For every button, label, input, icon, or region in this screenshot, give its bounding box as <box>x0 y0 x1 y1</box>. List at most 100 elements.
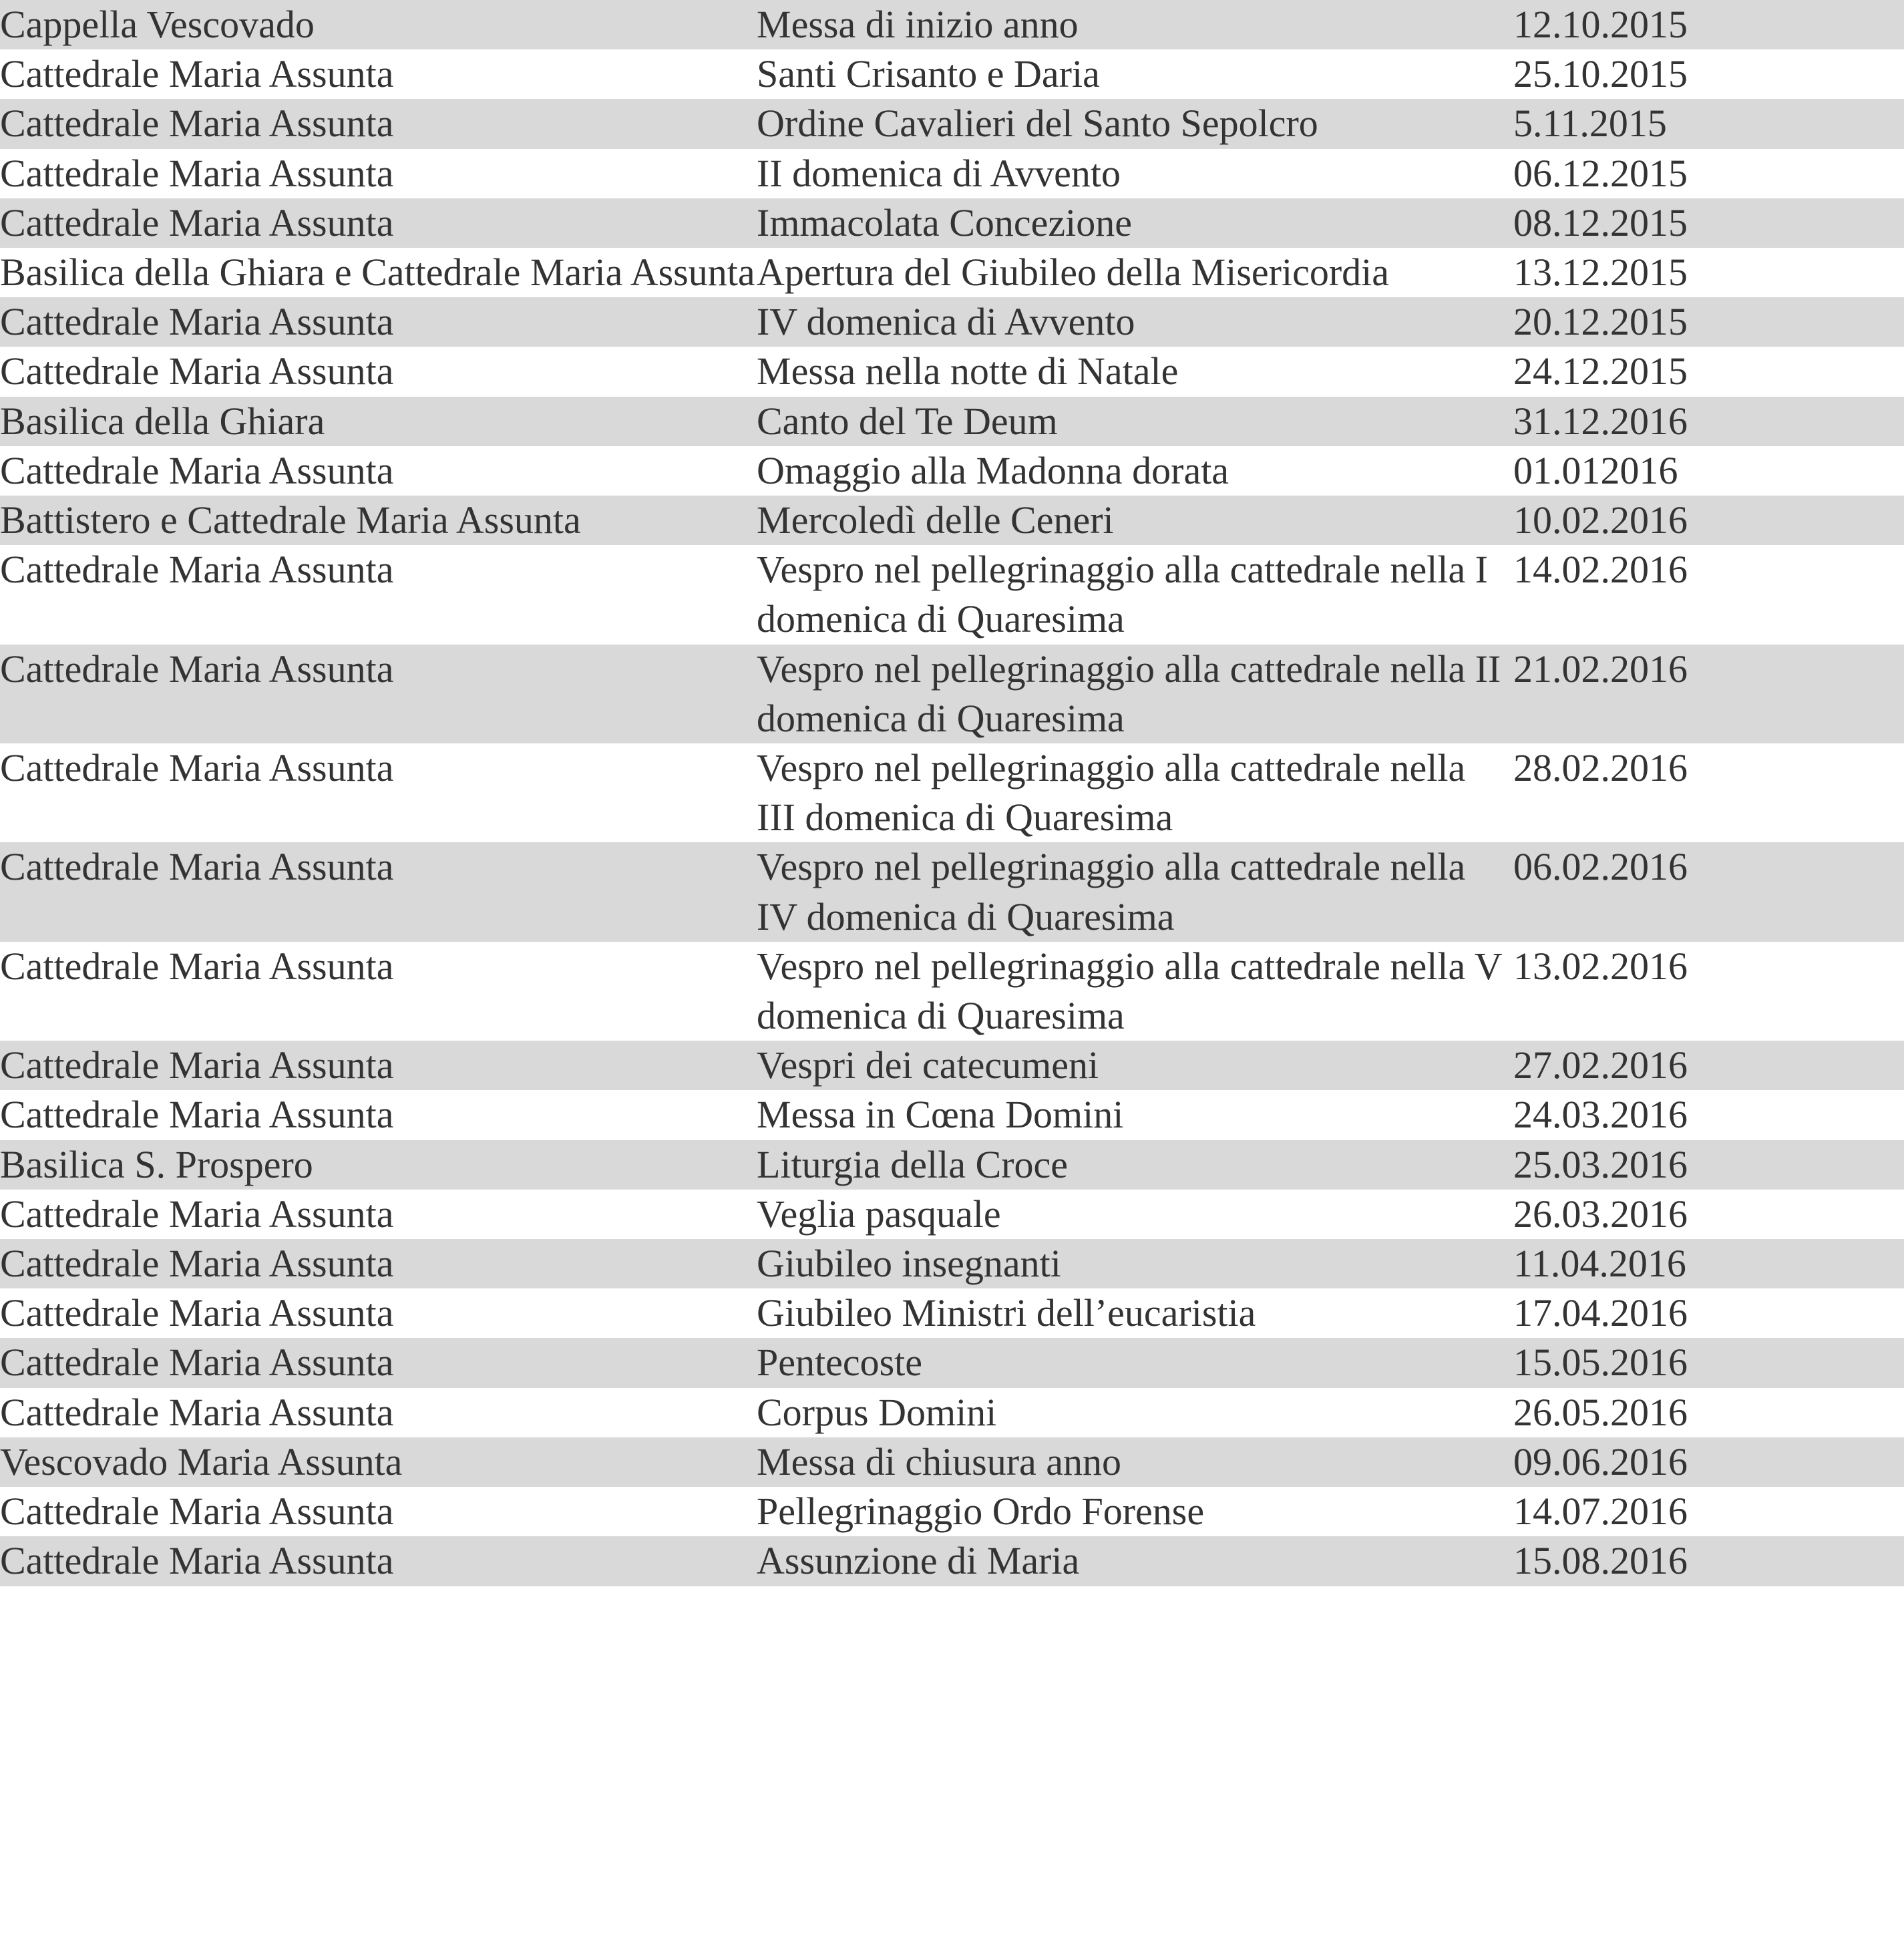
event-cell: Veglia pasquale <box>757 1192 1001 1236</box>
location-cell: Basilica della Ghiara e Cattedrale Maria… <box>0 250 755 295</box>
table-row: Cattedrale Maria Assunta Giubileo insegna… <box>0 1239 1904 1289</box>
date-cell: 06.12.2015 <box>1513 151 1688 195</box>
event-cell: Vespro nel pellegrinaggio alla cattedral… <box>757 944 1502 1038</box>
event-cell: Vespro nel pellegrinaggio alla cattedral… <box>757 746 1466 840</box>
date-cell: 24.03.2016 <box>1513 1093 1688 1137</box>
table-row: Cattedrale Maria Assunta Vespro nel pelle… <box>0 545 1904 644</box>
event-cell: Mercoledì delle Ceneri <box>757 498 1114 542</box>
location-cell: Cattedrale Maria Assunta <box>0 1043 394 1087</box>
location-cell: Cattedrale Maria Assunta <box>0 548 394 592</box>
table-row: Basilica della Ghiara e Cattedrale Maria… <box>0 248 1904 297</box>
event-cell: Immacolata Concezione <box>757 200 1133 244</box>
event-cell: Pellegrinaggio Ordo Forense <box>757 1489 1205 1534</box>
table-row: Battistero e Cattedrale Maria Assunta Mer… <box>0 496 1904 546</box>
date-cell: 25.10.2015 <box>1513 52 1688 96</box>
event-cell: Ordine Cavalieri del Santo Sepolcro <box>757 102 1318 146</box>
location-cell: Cattedrale Maria Assunta <box>0 1192 394 1236</box>
event-cell: Apertura del Giubileo della Misericordia <box>757 250 1390 295</box>
event-cell: Messa in Cœna Domini <box>757 1093 1124 1137</box>
location-cell: Cattedrale Maria Assunta <box>0 1242 394 1286</box>
date-cell: 06.02.2016 <box>1513 845 1688 889</box>
location-cell: Cattedrale Maria Assunta <box>0 1093 394 1137</box>
date-cell: 25.03.2016 <box>1513 1142 1688 1186</box>
location-cell: Basilica S. Prospero <box>0 1142 313 1186</box>
event-cell: Vespri dei catecumeni <box>757 1043 1099 1087</box>
event-cell: Assunzione di Maria <box>757 1539 1080 1583</box>
location-cell: Cattedrale Maria Assunta <box>0 845 394 889</box>
event-cell: Corpus Domini <box>757 1390 997 1434</box>
location-cell: Cattedrale Maria Assunta <box>0 300 394 344</box>
location-cell: Cattedrale Maria Assunta <box>0 746 394 790</box>
location-cell: Cattedrale Maria Assunta <box>0 944 394 988</box>
event-cell: Vespro nel pellegrinaggio alla cattedral… <box>757 647 1501 740</box>
location-cell: Cappella Vescovado <box>0 3 315 46</box>
table-row: Cattedrale Maria Assunta Immacolata Conce… <box>0 198 1904 248</box>
table-row: Cattedrale Maria Assunta Pentecoste 15.05.… <box>0 1338 1904 1388</box>
table-row: Basilica della Ghiara Canto del Te Deum 31… <box>0 396 1904 446</box>
table-row: Cattedrale Maria Assunta Vespro nel pelle… <box>0 942 1904 1041</box>
date-cell: 15.05.2016 <box>1513 1341 1688 1385</box>
table-row: Cappella Vescovado Messa di inizio anno 12… <box>0 0 1904 50</box>
table-row: Cattedrale Maria Assunta Giubileo Ministr… <box>0 1288 1904 1338</box>
date-cell: 15.08.2016 <box>1513 1539 1688 1583</box>
table-row: Cattedrale Maria Assunta II domenica di A… <box>0 149 1904 198</box>
table-row: Vescovado Maria Assunta Messa di chiusura… <box>0 1437 1904 1487</box>
date-cell: 01.012016 <box>1513 448 1678 492</box>
event-cell: Canto del Te Deum <box>757 399 1058 443</box>
date-cell: 21.02.2016 <box>1513 647 1688 691</box>
date-cell: 13.12.2015 <box>1513 250 1688 295</box>
schedule-table: Cappella Vescovado Messa di inizio anno 12… <box>0 0 1904 1586</box>
date-cell: 28.02.2016 <box>1513 746 1688 790</box>
location-cell: Cattedrale Maria Assunta <box>0 200 394 244</box>
table-row: Cattedrale Maria Assunta Vespro nel pelle… <box>0 842 1904 942</box>
event-cell: Messa di inizio anno <box>757 3 1079 46</box>
location-cell: Cattedrale Maria Assunta <box>0 647 394 691</box>
location-cell: Cattedrale Maria Assunta <box>0 1539 394 1583</box>
table-row: Cattedrale Maria Assunta Santi Crisanto e… <box>0 49 1904 99</box>
location-cell: Cattedrale Maria Assunta <box>0 448 394 492</box>
location-cell: Cattedrale Maria Assunta <box>0 349 394 393</box>
table-row: Basilica S. Prospero Liturgia della Croce… <box>0 1139 1904 1190</box>
event-cell: Giubileo Ministri dell’eucaristia <box>757 1291 1256 1335</box>
event-cell: Liturgia della Croce <box>757 1142 1068 1186</box>
date-cell: 17.04.2016 <box>1513 1291 1688 1335</box>
table-row: Cattedrale Maria Assunta Ordine Cavalieri… <box>0 99 1904 149</box>
table-row: Cattedrale Maria Assunta Veglia pasquale 2… <box>0 1190 1904 1239</box>
table-row: Cattedrale Maria Assunta Vespri dei catec… <box>0 1041 1904 1091</box>
location-cell: Cattedrale Maria Assunta <box>0 1390 394 1434</box>
table-row: Cattedrale Maria Assunta Corpus Domini 26.… <box>0 1388 1904 1437</box>
date-cell: 27.02.2016 <box>1513 1043 1688 1087</box>
date-cell: 24.12.2015 <box>1513 349 1688 393</box>
date-cell: 20.12.2015 <box>1513 300 1688 344</box>
table-row: Cattedrale Maria Assunta Pellegrinaggio O… <box>0 1487 1904 1536</box>
date-cell: 26.05.2016 <box>1513 1390 1688 1434</box>
table-row: Cattedrale Maria Assunta Vespro nel pelle… <box>0 743 1904 842</box>
date-cell: 5.11.2015 <box>1513 102 1667 146</box>
event-cell: Messa di chiusura anno <box>757 1439 1122 1483</box>
location-cell: Cattedrale Maria Assunta <box>0 52 394 96</box>
location-cell: Cattedrale Maria Assunta <box>0 1291 394 1335</box>
location-cell: Vescovado Maria Assunta <box>0 1439 403 1483</box>
event-cell: IV domenica di Avvento <box>757 300 1135 344</box>
date-cell: 14.07.2016 <box>1513 1489 1688 1534</box>
location-cell: Cattedrale Maria Assunta <box>0 151 394 195</box>
location-cell: Basilica della Ghiara <box>0 399 325 443</box>
event-cell: Vespro nel pellegrinaggio alla cattedral… <box>757 845 1466 938</box>
table-row: Cattedrale Maria Assunta Assunzione di Ma… <box>0 1536 1904 1586</box>
table-body: Cappella Vescovado Messa di inizio anno 12… <box>0 0 1904 1586</box>
date-cell: 13.02.2016 <box>1513 944 1688 988</box>
table-row: Cattedrale Maria Assunta Messa in Cœna Do… <box>0 1090 1904 1139</box>
table-row: Cattedrale Maria Assunta Vespro nel pelle… <box>0 644 1904 744</box>
date-cell: 11.04.2016 <box>1513 1242 1686 1286</box>
date-cell: 08.12.2015 <box>1513 200 1688 244</box>
date-cell: 14.02.2016 <box>1513 548 1688 592</box>
table-row: Cattedrale Maria Assunta IV domenica di A… <box>0 297 1904 347</box>
event-cell: Giubileo insegnanti <box>757 1242 1061 1286</box>
location-cell: Cattedrale Maria Assunta <box>0 1489 394 1534</box>
date-cell: 31.12.2016 <box>1513 399 1688 443</box>
event-cell: II domenica di Avvento <box>757 151 1121 195</box>
event-cell: Messa nella notte di Natale <box>757 349 1179 393</box>
table-row: Cattedrale Maria Assunta Messa nella nott… <box>0 347 1904 396</box>
